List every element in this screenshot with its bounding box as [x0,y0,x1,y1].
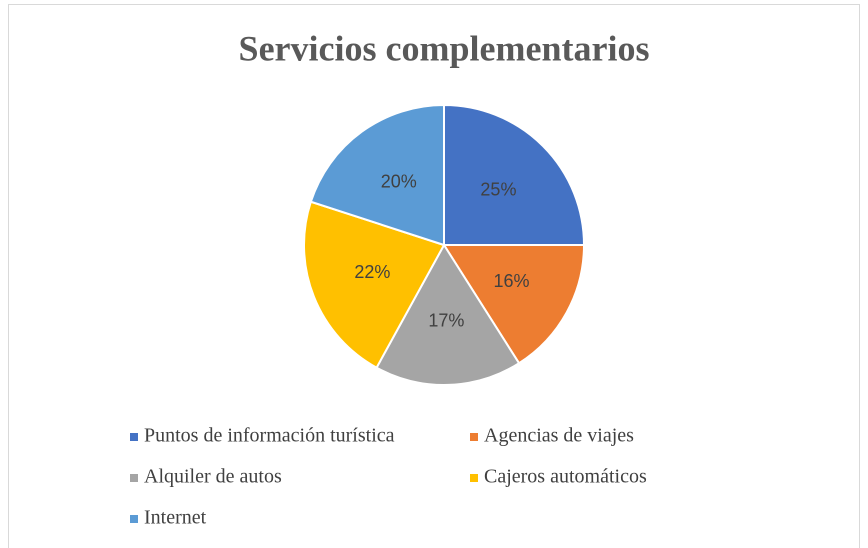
legend-marker [130,474,138,482]
data-label: 16% [493,271,529,291]
legend-marker [130,515,138,523]
pie-slice [375,243,521,386]
chart-title: Servicios complementarios [239,28,650,68]
legend-label: Alquiler de autos [144,466,282,488]
legend-marker [470,433,478,441]
pie-slice [303,200,446,370]
legend-marker [130,433,138,441]
data-label: 25% [480,179,516,199]
legend-label: Agencias de viajes [484,425,634,447]
data-label: 20% [381,171,417,191]
data-label: 22% [354,262,390,282]
legend-label: Internet [144,507,207,529]
data-label: 17% [428,311,464,331]
legend-label: Puntos de información turística [144,425,395,447]
legend-label: Cajeros automáticos [484,466,647,488]
legend-marker [470,474,478,482]
pie-slice [442,244,586,365]
pie-slice [309,103,445,247]
pie-slice [443,103,586,246]
